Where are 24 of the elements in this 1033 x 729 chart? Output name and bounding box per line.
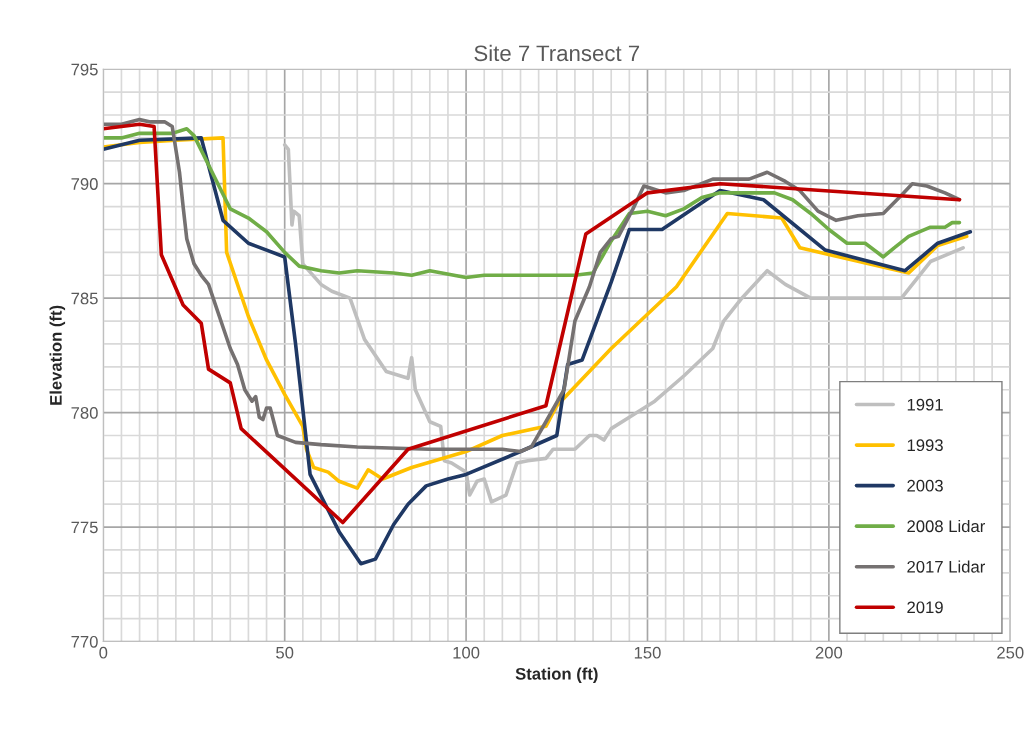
legend-label: 1991 [907,398,943,411]
x-tick-label: 150 [634,646,661,659]
line-series [103,126,962,280]
y-axis-title: Elevation (ft) [49,305,66,405]
x-axis-title: Station (ft) [515,667,598,684]
x-tick-label: 50 [276,646,294,659]
x-tick-label: 100 [453,646,480,659]
legend-label: 2008 Lidar [907,519,985,533]
legend-label: 1993 [907,439,943,452]
chart-title: Site 7 Transect 7 [474,44,640,62]
line-series [103,117,962,454]
x-tick-label: 200 [815,646,843,659]
y-tick-label: 780 [71,407,98,419]
legend-label: 2019 [907,601,943,614]
y-tick-label: 770 [71,635,98,648]
y-tick-label: 795 [71,63,98,76]
x-tick-label: 0 [99,646,108,659]
y-tick-label: 775 [71,521,98,534]
x-tick-label: 250 [997,646,1024,659]
y-tick-label: 790 [71,178,98,190]
legend-label: 2017 Lidar [907,560,985,573]
legend-label: 2003 [907,479,943,492]
y-tick-label: 785 [71,292,98,305]
line-series [282,142,965,504]
